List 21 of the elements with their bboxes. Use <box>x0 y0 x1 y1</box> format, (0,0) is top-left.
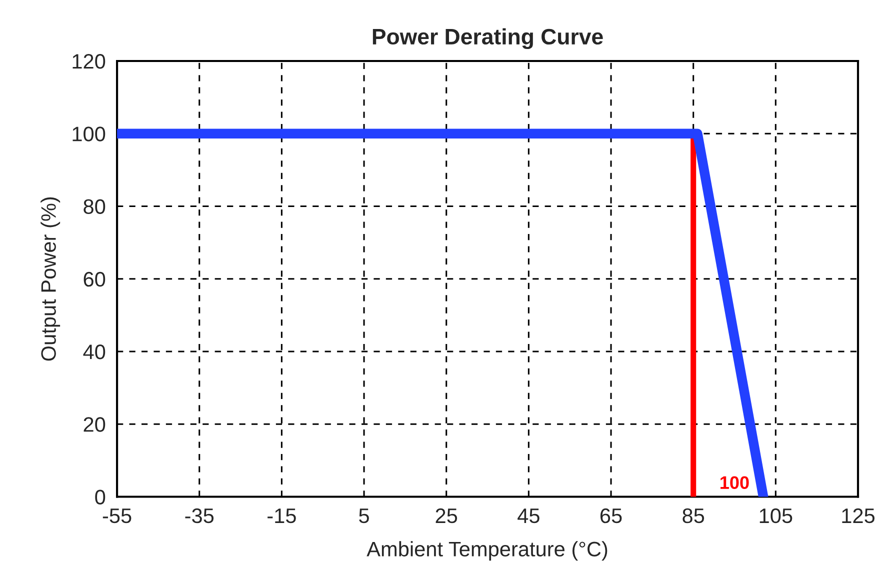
y-tick-label: 100 <box>72 126 106 142</box>
y-tick-label: 60 <box>84 272 106 287</box>
chart-title: Power Derating Curve <box>372 28 603 50</box>
y-tick-label: 80 <box>84 199 106 214</box>
x-tick-label: 25 <box>436 508 458 524</box>
y-tick-label: 0 <box>95 490 106 505</box>
y-axis-title: Output Power (%) <box>40 197 60 361</box>
x-tick-label: 45 <box>518 508 540 524</box>
x-axis-title: Ambient Temperature (°C) <box>366 541 608 561</box>
x-tick-label: 105 <box>760 508 792 524</box>
x-tick-label: -55 <box>102 508 132 524</box>
annotation: 100 <box>720 476 749 490</box>
x-tick-label: 125 <box>842 508 875 524</box>
x-tick-label: 85 <box>682 508 704 524</box>
y-tick-label: 120 <box>72 54 106 69</box>
x-tick-label: -15 <box>268 508 296 524</box>
y-tick-label: 20 <box>84 417 106 432</box>
x-tick-label: 5 <box>359 508 369 524</box>
y-tick-label: 40 <box>83 344 106 360</box>
x-tick-label: -35 <box>185 508 214 524</box>
x-tick-label: 65 <box>600 508 622 524</box>
